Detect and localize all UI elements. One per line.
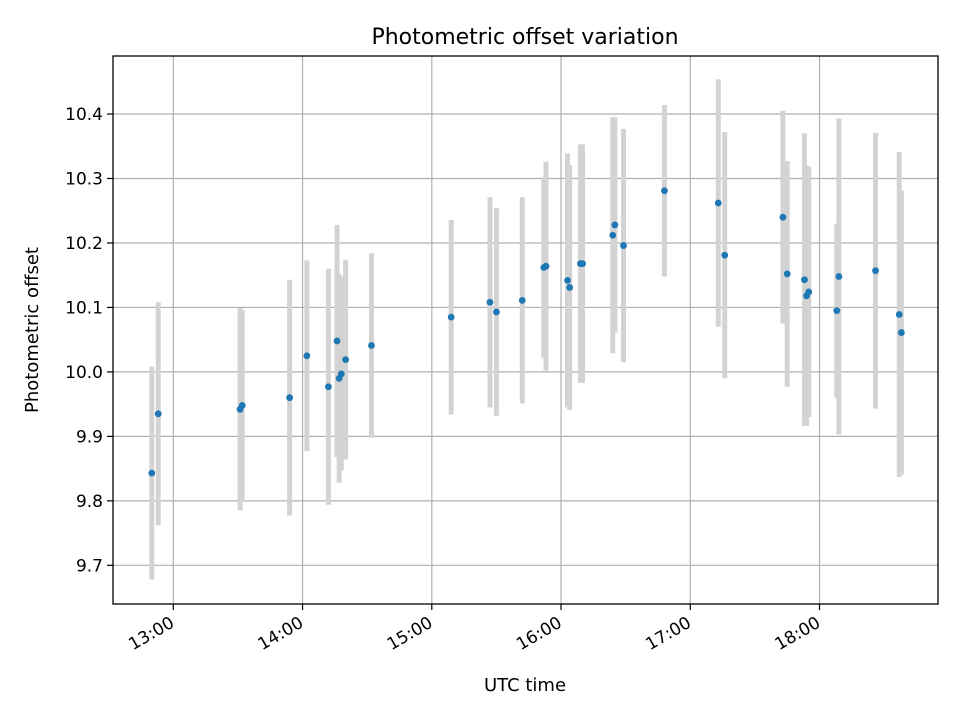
data-point	[714, 199, 722, 207]
data-points	[148, 187, 905, 477]
y-tick-label: 10.4	[65, 105, 103, 125]
data-point	[342, 356, 350, 364]
x-axis-label: UTC time	[484, 675, 566, 696]
data-point	[148, 469, 156, 477]
y-axis-label: Photometric offset	[22, 247, 43, 413]
data-point	[897, 329, 905, 336]
data-point	[895, 311, 903, 318]
y-tick-label: 10.2	[65, 234, 103, 254]
data-point	[579, 260, 586, 267]
data-point	[303, 352, 311, 360]
data-point	[833, 307, 841, 315]
data-point	[721, 251, 729, 259]
data-point	[518, 296, 526, 304]
data-point	[286, 394, 294, 402]
data-point	[801, 276, 808, 284]
data-point	[333, 337, 341, 345]
data-point	[620, 242, 627, 249]
y-tick-label: 9.7	[76, 556, 103, 576]
data-point	[609, 231, 617, 239]
data-point	[542, 262, 550, 270]
data-point	[566, 284, 574, 291]
grid	[113, 56, 938, 604]
plot-frame	[112, 55, 939, 605]
data-point	[805, 288, 813, 296]
data-point	[564, 276, 571, 284]
y-tick-label: 10.0	[65, 363, 103, 383]
data-point	[337, 370, 345, 378]
data-point	[368, 342, 375, 349]
data-point	[154, 410, 162, 418]
y-tick-label: 10.3	[65, 169, 103, 189]
data-point	[238, 402, 246, 409]
y-axis-ticks: 9.7 9.8 9.9 10.0 10.1 10.2 10.3 10.4	[65, 105, 113, 576]
data-point	[325, 383, 332, 391]
data-point	[835, 273, 843, 280]
data-point	[661, 187, 668, 195]
chart-title: Photometric offset variation	[371, 25, 678, 50]
data-point	[486, 298, 494, 306]
data-point	[783, 270, 791, 278]
y-tick-label: 9.8	[76, 492, 103, 512]
data-point	[447, 313, 455, 321]
y-tick-label: 10.1	[65, 298, 103, 318]
data-point	[611, 221, 619, 229]
data-point	[872, 267, 879, 275]
data-point	[493, 308, 500, 316]
data-point	[779, 213, 787, 221]
y-tick-label: 9.9	[76, 427, 103, 447]
